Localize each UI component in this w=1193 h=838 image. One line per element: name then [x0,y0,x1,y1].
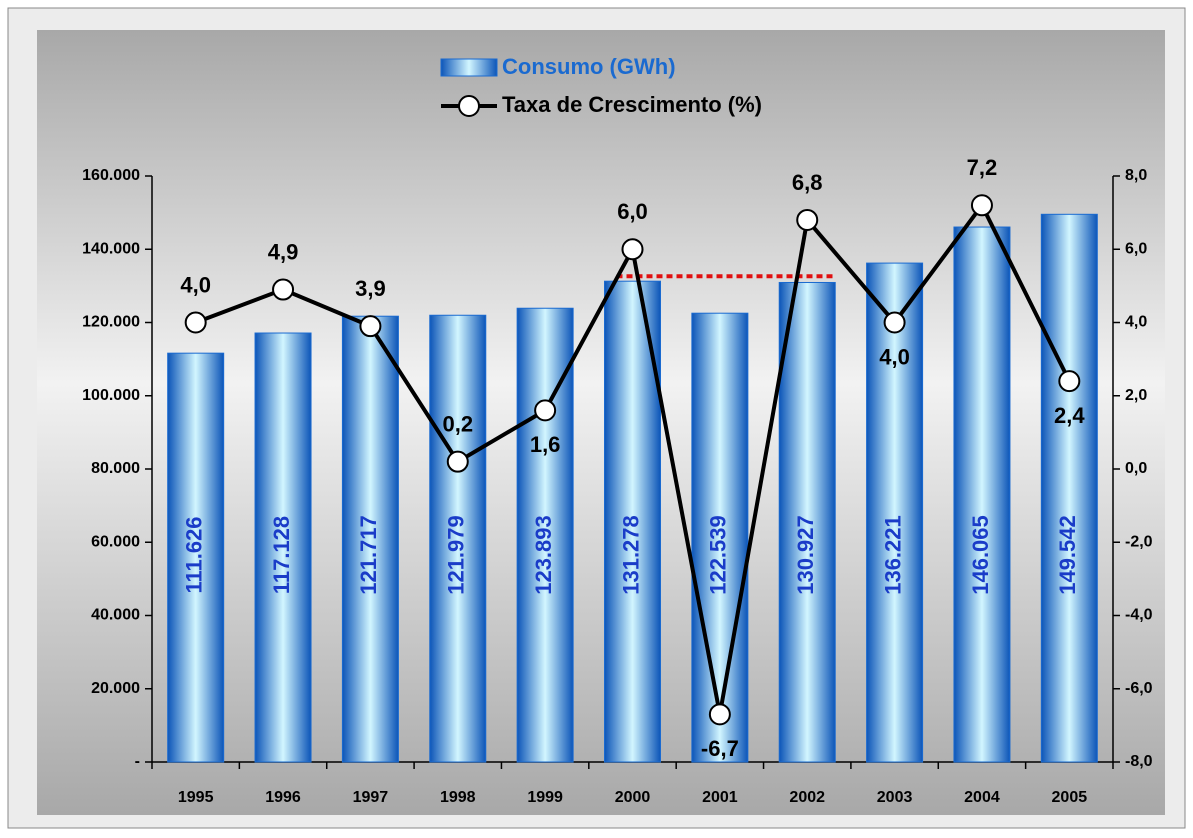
bar [167,352,225,763]
line-value-label: 6,8 [792,170,823,195]
x-tick-label: 1995 [178,789,214,806]
y-tick-label: 40.000 [91,607,140,624]
line-marker [446,450,469,473]
y2-tick-label: 6,0 [1125,240,1147,257]
bar-value-label: 123.893 [531,515,556,595]
bar-value-label: 149.542 [1055,515,1080,595]
y-tick-label: 60.000 [91,533,140,550]
line-value-label: 3,9 [355,276,386,301]
line-value-label: 4,9 [268,239,299,264]
line-marker [1058,370,1081,393]
line-marker [272,278,295,301]
x-tick-label: 1996 [265,789,301,806]
bar [254,332,312,763]
x-tick-label: 2002 [789,789,825,806]
bar-value-label: 121.979 [444,515,469,595]
y2-tick-label: -2,0 [1125,533,1153,550]
legend-label: Taxa de Crescimento (%) [502,92,762,117]
x-tick-label: 2003 [877,789,913,806]
line-marker [534,399,557,422]
y2-tick-label: 0,0 [1125,460,1147,477]
bar-value-label: 121.717 [356,515,381,595]
x-tick-label: 1997 [353,789,389,806]
bar [604,280,661,763]
bar [341,315,399,763]
y-tick-label: 20.000 [91,680,140,697]
bar [953,226,1011,763]
x-tick-label: 1999 [527,789,563,806]
line-marker [970,194,993,217]
y2-tick-label: 4,0 [1125,314,1147,331]
bar-value-label: 130.927 [793,515,818,595]
x-tick-label: 2001 [702,789,738,806]
x-tick-label: 2004 [964,789,1000,806]
bar [516,307,574,763]
line-value-label: 0,2 [442,411,473,436]
y-tick-label: 80.000 [91,460,140,477]
bar-value-label: 136.221 [880,515,905,595]
legend-swatch [458,95,480,117]
x-tick-label: 2005 [1052,789,1088,806]
bar [1040,213,1098,763]
line-value-label: 7,2 [967,155,998,180]
bar [691,312,749,763]
x-tick-label: 1998 [440,789,476,806]
line-marker [796,208,819,231]
bar-value-label: 117.128 [269,516,294,594]
line-marker [621,238,644,261]
bar [429,314,487,763]
line-marker [883,311,906,334]
y-tick-label: - [135,753,140,770]
bar-value-label: 131.278 [618,515,643,595]
y2-tick-label: -8,0 [1125,753,1153,770]
x-tick-label: 2000 [615,789,651,806]
legend-label: Consumo (GWh) [502,54,676,79]
line-value-label: 4,0 [180,272,211,297]
line-value-label: 1,6 [530,432,561,457]
line-value-label: 6,0 [617,199,648,224]
line-value-label: 4,0 [879,344,910,369]
legend-swatch [440,58,498,77]
y2-tick-label: -4,0 [1125,607,1153,624]
line-marker [359,315,382,338]
y2-tick-label: -6,0 [1125,680,1153,697]
line-marker [708,703,731,726]
bar-value-label: 111.626 [181,516,206,593]
line-value-label: -6,7 [701,736,739,761]
bar-value-label: 146.065 [968,515,993,595]
line-value-label: 2,4 [1054,403,1085,428]
y-tick-label: 100.000 [82,387,140,404]
y-tick-label: 140.000 [82,240,140,257]
line-marker [184,311,207,334]
bar-value-label: 122.539 [706,515,731,595]
y-tick-label: 160.000 [82,167,140,184]
y2-tick-label: 8,0 [1125,167,1147,184]
bar [778,281,836,763]
y-tick-label: 120.000 [82,314,140,331]
bar [866,262,924,763]
y2-tick-label: 2,0 [1125,387,1147,404]
